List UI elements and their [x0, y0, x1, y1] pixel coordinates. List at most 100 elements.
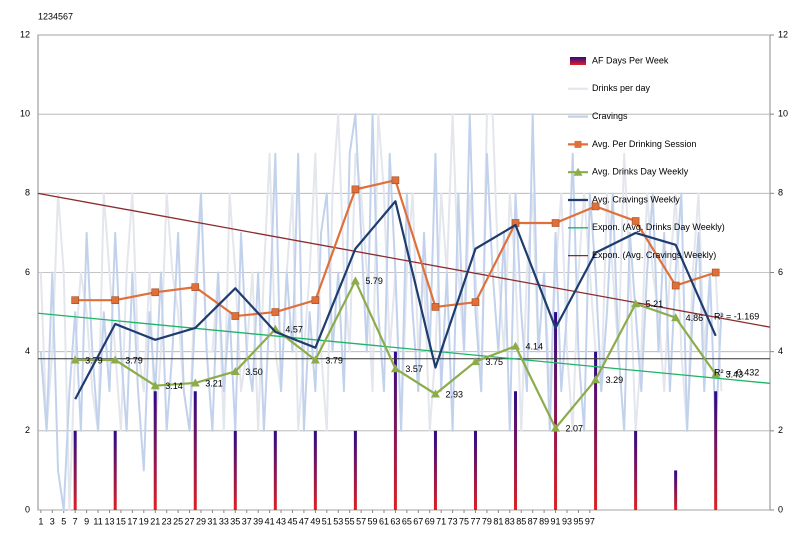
- x-tick-label: 53: [333, 516, 343, 526]
- y-tick-label: 0: [25, 504, 30, 514]
- corner-label: 1234567: [38, 11, 73, 21]
- x-tick-label: 67: [413, 516, 423, 526]
- x-tick-label: 71: [436, 516, 446, 526]
- data-label: 4.14: [526, 342, 544, 352]
- marker: [111, 296, 120, 305]
- marker: [71, 296, 79, 305]
- legend-label: Drinks per day: [592, 83, 651, 93]
- marker: [430, 389, 440, 398]
- x-tick-label: 45: [287, 516, 297, 526]
- bar: [514, 391, 518, 510]
- x-tick-label: 49: [310, 516, 320, 526]
- y-tick-label: 6: [25, 267, 30, 277]
- x-tick-label: 61: [379, 516, 389, 526]
- marker: [671, 313, 681, 322]
- x-tick-label: 57: [356, 516, 366, 526]
- marker: [391, 176, 400, 185]
- x-tick-label: 59: [368, 516, 378, 526]
- x-tick-label: 63: [390, 516, 400, 526]
- daily-line: [39, 113, 723, 511]
- marker: [190, 378, 200, 387]
- marker: [631, 217, 640, 225]
- weekly-line: [74, 200, 717, 400]
- x-tick-label: 3: [50, 516, 55, 526]
- marker: [151, 288, 160, 297]
- legend-label: Avg. Drinks Day Weekly: [592, 167, 689, 177]
- bar: [594, 351, 598, 510]
- x-tick-label: 31: [207, 516, 217, 526]
- x-tick-label: 13: [104, 516, 114, 526]
- x-tick-label: 89: [539, 516, 549, 526]
- x-tick-label: 47: [299, 516, 309, 526]
- x-tick-label: 9: [84, 516, 89, 526]
- y-tick-label: 4: [25, 346, 30, 356]
- data-label: 3.21: [205, 378, 223, 388]
- marker: [470, 357, 480, 366]
- bar: [233, 430, 237, 510]
- bar: [113, 430, 117, 510]
- marker: [311, 296, 320, 305]
- x-tick-label: 69: [425, 516, 435, 526]
- x-tick-label: 95: [573, 516, 583, 526]
- data-label: 3.43: [726, 370, 744, 380]
- r2-label: R² = -1.169: [714, 312, 759, 322]
- x-tick-label: 27: [185, 516, 195, 526]
- legend-marker: [574, 140, 582, 148]
- x-tick-label: 77: [470, 516, 480, 526]
- y2-tick-label: 6: [778, 267, 783, 277]
- x-tick-label: 39: [253, 516, 263, 526]
- x-tick-label: 65: [402, 516, 412, 526]
- x-tick-label: 7: [73, 516, 78, 526]
- bar: [634, 430, 638, 510]
- x-tick-label: 55: [345, 516, 355, 526]
- bar: [313, 430, 317, 510]
- data-label: 4.86: [686, 313, 704, 323]
- marker: [671, 281, 680, 290]
- data-label: 3.79: [325, 355, 343, 365]
- x-tick-label: 93: [562, 516, 572, 526]
- marker: [591, 202, 600, 211]
- x-tick-label: 73: [448, 516, 458, 526]
- legend-label: Avg. Per Drinking Session: [592, 139, 696, 149]
- data-label: 5.79: [365, 276, 383, 286]
- x-tick-label: 87: [528, 516, 538, 526]
- marker: [591, 375, 601, 384]
- data-label: 3.79: [125, 355, 143, 365]
- marker: [231, 312, 240, 320]
- legend-marker: [573, 167, 583, 176]
- x-tick-label: 21: [150, 516, 160, 526]
- y2-tick-label: 4: [778, 346, 783, 356]
- data-label: 2.93: [445, 389, 463, 399]
- legend-label: AF Days Per Week: [592, 55, 669, 65]
- legend-label: Avg. Cravings Weekly: [592, 194, 680, 204]
- y-tick-label: 8: [25, 188, 30, 198]
- data-label: 3.75: [485, 357, 503, 367]
- x-tick-label: 17: [127, 516, 137, 526]
- x-tick-label: 15: [116, 516, 126, 526]
- bar: [433, 430, 437, 510]
- y2-tick-label: 12: [778, 29, 788, 39]
- bar: [473, 430, 477, 510]
- marker: [631, 299, 641, 308]
- marker: [350, 276, 360, 285]
- data-label: 3.14: [165, 381, 183, 391]
- data-label: 2.07: [566, 423, 584, 433]
- bar: [674, 470, 678, 510]
- data-label: 3.79: [85, 355, 103, 365]
- x-tick-label: 79: [482, 516, 492, 526]
- bar: [353, 430, 357, 510]
- x-tick-label: 97: [585, 516, 595, 526]
- legend-label: Expon. (Avg. Cravings Weekly): [592, 250, 716, 260]
- x-tick-label: 19: [139, 516, 149, 526]
- bar: [193, 391, 197, 510]
- marker: [191, 283, 200, 291]
- x-tick-label: 91: [551, 516, 561, 526]
- data-label: 4.57: [285, 324, 303, 334]
- x-tick-label: 37: [242, 516, 252, 526]
- marker: [150, 381, 160, 390]
- bar: [73, 430, 77, 510]
- bar: [393, 351, 397, 510]
- data-label: 3.50: [245, 367, 263, 377]
- marker: [471, 298, 480, 306]
